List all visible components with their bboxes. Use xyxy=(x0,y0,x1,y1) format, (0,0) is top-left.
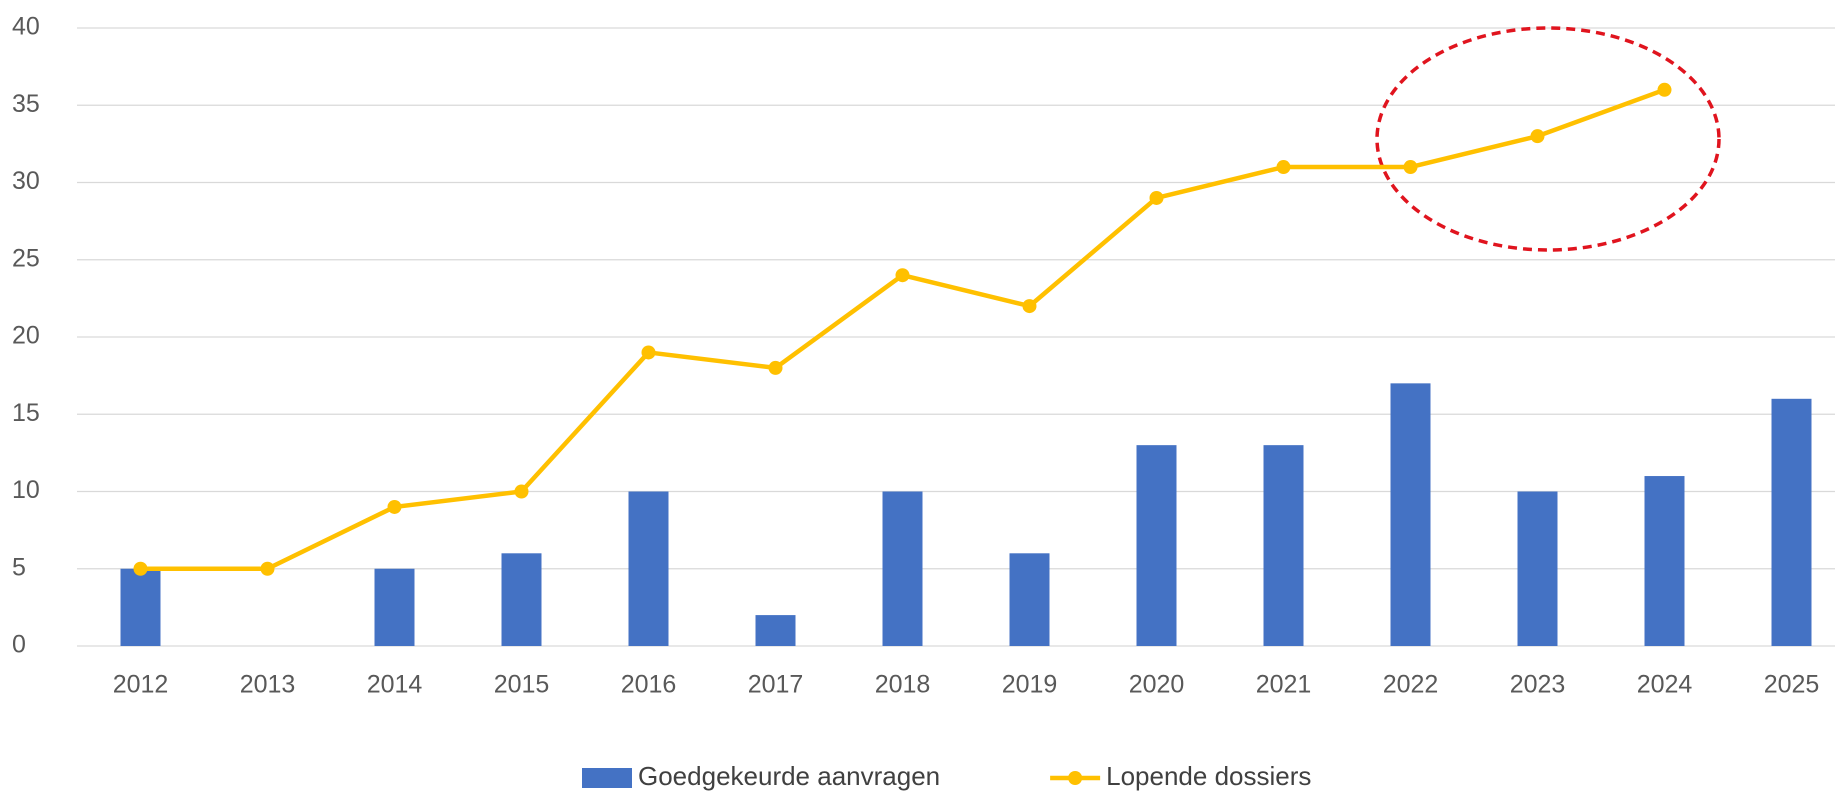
line-marker xyxy=(1022,299,1037,314)
bar xyxy=(1263,445,1304,646)
bar xyxy=(374,568,415,646)
y-tick-label: 35 xyxy=(12,90,40,118)
line-marker xyxy=(1149,190,1164,205)
bar xyxy=(1771,398,1812,646)
line-marker xyxy=(895,268,910,283)
line-marker xyxy=(1403,160,1418,175)
x-tick-label: 2023 xyxy=(1510,671,1566,699)
x-tick-label: 2018 xyxy=(875,671,931,699)
x-tick-label: 2017 xyxy=(748,671,804,699)
line-marker xyxy=(641,345,656,360)
bar xyxy=(1390,383,1431,646)
line-marker xyxy=(1657,82,1672,97)
x-tick-label: 2012 xyxy=(113,671,169,699)
y-tick-label: 15 xyxy=(12,399,40,427)
bar xyxy=(120,568,161,646)
y-tick-label: 0 xyxy=(12,631,26,659)
bar xyxy=(1517,491,1558,646)
line-marker xyxy=(133,561,148,576)
x-tick-label: 2020 xyxy=(1129,671,1185,699)
y-tick-label: 20 xyxy=(12,322,40,350)
bar xyxy=(755,615,796,646)
y-tick-label: 40 xyxy=(12,13,40,41)
bar xyxy=(501,553,542,646)
x-tick-label: 2022 xyxy=(1383,671,1439,699)
line-marker xyxy=(1276,160,1291,175)
x-tick-label: 2024 xyxy=(1637,671,1693,699)
line-marker xyxy=(768,360,783,375)
x-tick-label: 2019 xyxy=(1002,671,1058,699)
bar xyxy=(882,491,923,646)
legend-swatch xyxy=(1068,771,1083,785)
x-tick-label: 2025 xyxy=(1764,671,1820,699)
y-tick-label: 5 xyxy=(12,553,26,581)
legend-label: Lopende dossiers xyxy=(1106,761,1311,791)
line-marker xyxy=(387,499,402,514)
x-tick-label: 2013 xyxy=(240,671,296,699)
line-marker xyxy=(260,561,275,576)
line-marker xyxy=(514,484,529,499)
highlight-ellipse xyxy=(1375,26,1721,252)
bar xyxy=(1009,553,1050,646)
line-marker xyxy=(1530,129,1545,144)
x-tick-label: 2014 xyxy=(367,671,423,699)
bar xyxy=(1644,476,1685,646)
x-tick-label: 2016 xyxy=(621,671,677,699)
y-tick-label: 30 xyxy=(12,167,40,195)
legend-swatch xyxy=(582,768,632,788)
y-tick-label: 25 xyxy=(12,244,40,272)
x-tick-label: 2021 xyxy=(1256,671,1312,699)
y-tick-label: 10 xyxy=(12,476,40,504)
bar xyxy=(1136,445,1177,646)
legend-label: Goedgekeurde aanvragen xyxy=(638,761,940,791)
bar xyxy=(628,491,669,646)
x-tick-label: 2015 xyxy=(494,671,550,699)
